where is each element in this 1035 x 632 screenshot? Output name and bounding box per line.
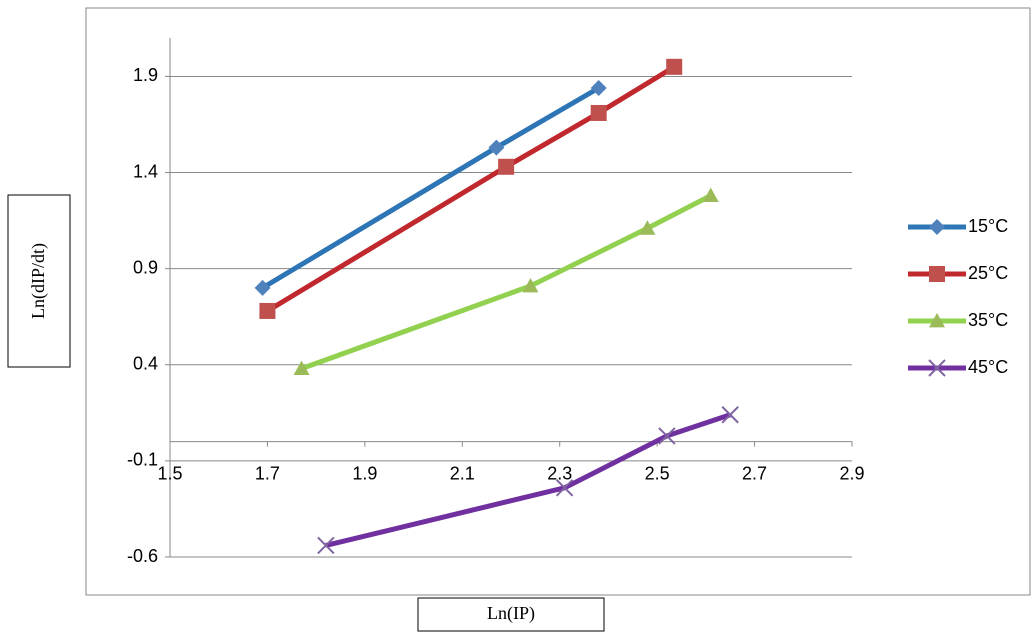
y-tick-label: 0.9 [133,257,158,277]
x-tick-label: 1.7 [255,463,280,483]
marker [498,159,514,175]
chart-border [86,8,1030,595]
legend-label: 35°C [968,310,1008,330]
x-tick-label: 2.9 [839,463,864,483]
x-tick-label: 1.9 [352,463,377,483]
page: Ln(dIP/dt) Ln(IP) -0.6 -0.1 0.4 0.9 1.4 1.9 1.… [0,0,1035,632]
legend-label: 45°C [968,357,1008,377]
legend-label: 25°C [968,263,1008,283]
x-tick-label: 1.5 [157,463,182,483]
x-tick-label: 2.7 [742,463,767,483]
y-axis-title: Ln(dIP/dt) [28,243,49,319]
y-tick-label: 0.4 [133,354,158,374]
marker [259,303,275,319]
y-tick-label: -0.6 [127,546,158,566]
x-tick-label: 2.5 [645,463,670,483]
y-tick-label: 1.4 [133,161,158,181]
marker [666,59,682,75]
legend-label: 15°C [968,216,1008,236]
x-tick-label: 2.1 [450,463,475,483]
y-tick-label: -0.1 [127,450,158,470]
x-tick-label: 2.3 [547,463,572,483]
marker [591,105,607,121]
y-tick-label: 1.9 [133,65,158,85]
marker [929,266,945,282]
chart: Ln(dIP/dt) Ln(IP) -0.6 -0.1 0.4 0.9 1.4 1.9 1.… [0,0,1035,632]
x-axis-title: Ln(IP) [487,603,535,624]
